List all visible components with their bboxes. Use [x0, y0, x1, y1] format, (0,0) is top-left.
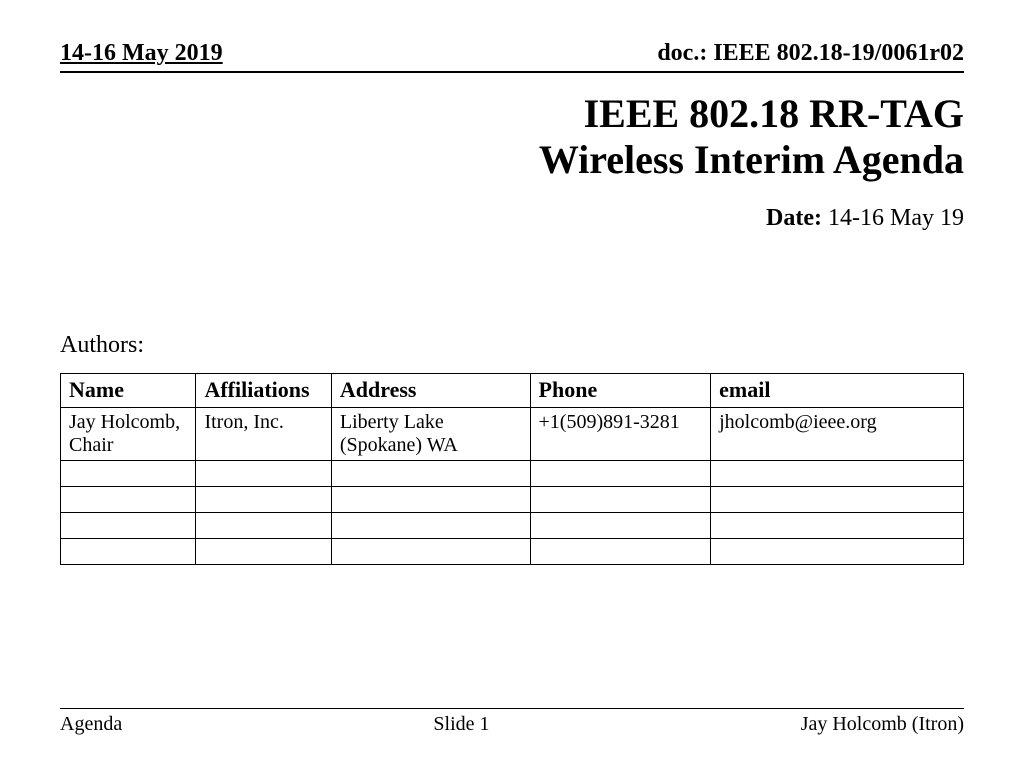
- authors-label: Authors:: [0, 332, 1024, 359]
- page-header: 14-16 May 2019 doc.: IEEE 802.18-19/0061…: [60, 0, 964, 73]
- date-label: Date:: [766, 205, 822, 231]
- date-value: 14-16 May 19: [822, 205, 964, 231]
- title-line-1: IEEE 802.18 RR-TAG: [60, 91, 964, 137]
- col-header-email: email: [711, 374, 964, 408]
- cell: [61, 539, 196, 565]
- table-header-row: Name Affiliations Address Phone email: [61, 374, 964, 408]
- cell: [331, 513, 530, 539]
- cell-addr: Liberty Lake (Spokane) WA: [331, 408, 530, 461]
- cell: [196, 461, 331, 487]
- title-block: IEEE 802.18 RR-TAG Wireless Interim Agen…: [0, 73, 1024, 232]
- cell-email: jholcomb@ieee.org: [711, 408, 964, 461]
- title-line-2: Wireless Interim Agenda: [60, 137, 964, 183]
- authors-table: Name Affiliations Address Phone email Ja…: [60, 373, 964, 565]
- footer-center: Slide 1: [433, 713, 489, 736]
- table-body: Jay Holcomb, Chair Itron, Inc. Liberty L…: [61, 408, 964, 565]
- col-header-phone: Phone: [530, 374, 711, 408]
- cell: [196, 487, 331, 513]
- page-footer: Agenda Slide 1 Jay Holcomb (Itron): [60, 708, 964, 736]
- cell: [331, 487, 530, 513]
- cell: [711, 513, 964, 539]
- cell: [61, 487, 196, 513]
- col-header-name: Name: [61, 374, 196, 408]
- cell-name: Jay Holcomb, Chair: [61, 408, 196, 461]
- date-line: Date: 14-16 May 19: [60, 205, 964, 232]
- table-row: [61, 487, 964, 513]
- cell: [196, 513, 331, 539]
- cell: [530, 539, 711, 565]
- cell-affil: Itron, Inc.: [196, 408, 331, 461]
- header-doc-ref: doc.: IEEE 802.18-19/0061r02: [657, 40, 964, 67]
- cell: [711, 461, 964, 487]
- cell: [711, 487, 964, 513]
- cell: [711, 539, 964, 565]
- footer-right: Jay Holcomb (Itron): [801, 713, 964, 736]
- cell: [331, 539, 530, 565]
- table-row: [61, 513, 964, 539]
- table-row: [61, 461, 964, 487]
- cell: [331, 461, 530, 487]
- col-header-affiliations: Affiliations: [196, 374, 331, 408]
- cell: [530, 513, 711, 539]
- cell-phone: +1(509)891-3281: [530, 408, 711, 461]
- cell: [530, 487, 711, 513]
- cell: [61, 513, 196, 539]
- col-header-address: Address: [331, 374, 530, 408]
- cell: [530, 461, 711, 487]
- header-date: 14-16 May 2019: [60, 40, 223, 67]
- cell: [196, 539, 331, 565]
- table-row: Jay Holcomb, Chair Itron, Inc. Liberty L…: [61, 408, 964, 461]
- table-row: [61, 539, 964, 565]
- footer-left: Agenda: [60, 713, 122, 736]
- cell: [61, 461, 196, 487]
